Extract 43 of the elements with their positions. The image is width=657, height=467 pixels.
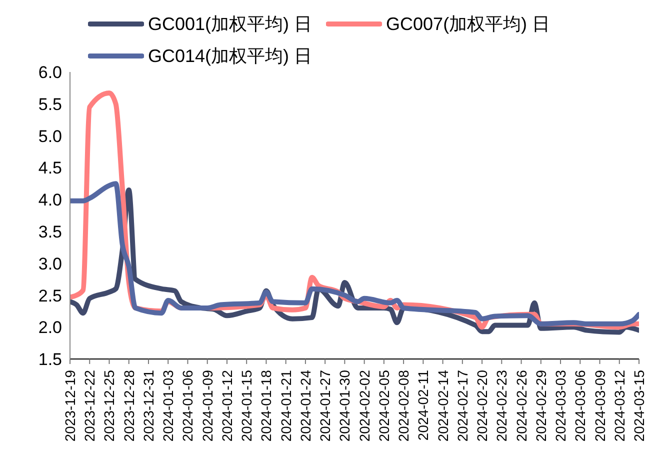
x-tick-label: 2024-01-12 [218, 370, 235, 442]
x-tick-label: 2024-02-02 [356, 370, 372, 442]
x-tick-label: 2024-01-03 [160, 370, 176, 442]
y-tick-label: 1.5 [38, 350, 62, 370]
x-tick-label: 2024-03-15 [631, 370, 647, 442]
y-tick-label: 2.0 [38, 318, 62, 338]
x-tick-label: 2023-12-19 [62, 370, 78, 442]
y-tick-label: 5.0 [38, 126, 62, 146]
x-tick-label: 2024-02-29 [532, 370, 549, 442]
x-tick-label: 2024-01-24 [297, 370, 314, 442]
x-tick-label: 2024-02-17 [454, 370, 470, 442]
x-tick-label: 2024-01-09 [199, 370, 216, 442]
y-tick-label: 6.0 [38, 63, 62, 82]
legend-label: GC014(加权平均) 日 [148, 45, 312, 68]
x-tick-label: 2023-12-31 [140, 370, 156, 442]
x-tick-label: 2024-01-30 [336, 370, 353, 442]
x-tick-label: 2024-03-03 [552, 370, 569, 442]
x-tick-label: 2024-02-26 [513, 370, 530, 442]
x-tick-label: 2024-02-20 [474, 370, 490, 442]
y-tick-label: 4.0 [38, 190, 62, 210]
x-tick-label: 2024-01-27 [317, 370, 334, 442]
legend-label: GC001(加权平均) 日 [148, 13, 312, 36]
x-tick-label: 2024-01-21 [278, 370, 294, 442]
x-tick-label: 2024-02-11 [415, 370, 432, 441]
x-tick-label: 2024-03-09 [592, 370, 608, 442]
x-tick-label: 2024-01-15 [238, 370, 255, 442]
x-tick-label: 2024-01-18 [258, 370, 274, 442]
x-tick-label: 2024-02-23 [494, 370, 510, 442]
x-tick-label: 2024-03-12 [611, 370, 628, 442]
x-tick-label: 2023-12-25 [101, 370, 118, 442]
y-tick-label: 3.5 [38, 222, 62, 242]
x-tick-label: 2023-12-28 [120, 370, 137, 442]
y-tick-label: 2.5 [38, 286, 62, 306]
x-tick-label: 2023-12-22 [82, 370, 98, 442]
x-tick-label: 2024-03-06 [572, 370, 588, 442]
x-tick-label: 2024-02-05 [376, 370, 392, 442]
y-tick-label: 5.5 [38, 94, 62, 114]
legend-label: GC007(加权平均) 日 [386, 13, 550, 36]
x-tick-label: 2024-01-06 [180, 370, 196, 442]
y-tick-label: 4.5 [38, 158, 62, 178]
x-tick-label: 2024-02-14 [434, 370, 451, 442]
y-tick-label: 3.0 [38, 254, 62, 274]
x-tick-label: 2024-02-08 [396, 370, 412, 442]
